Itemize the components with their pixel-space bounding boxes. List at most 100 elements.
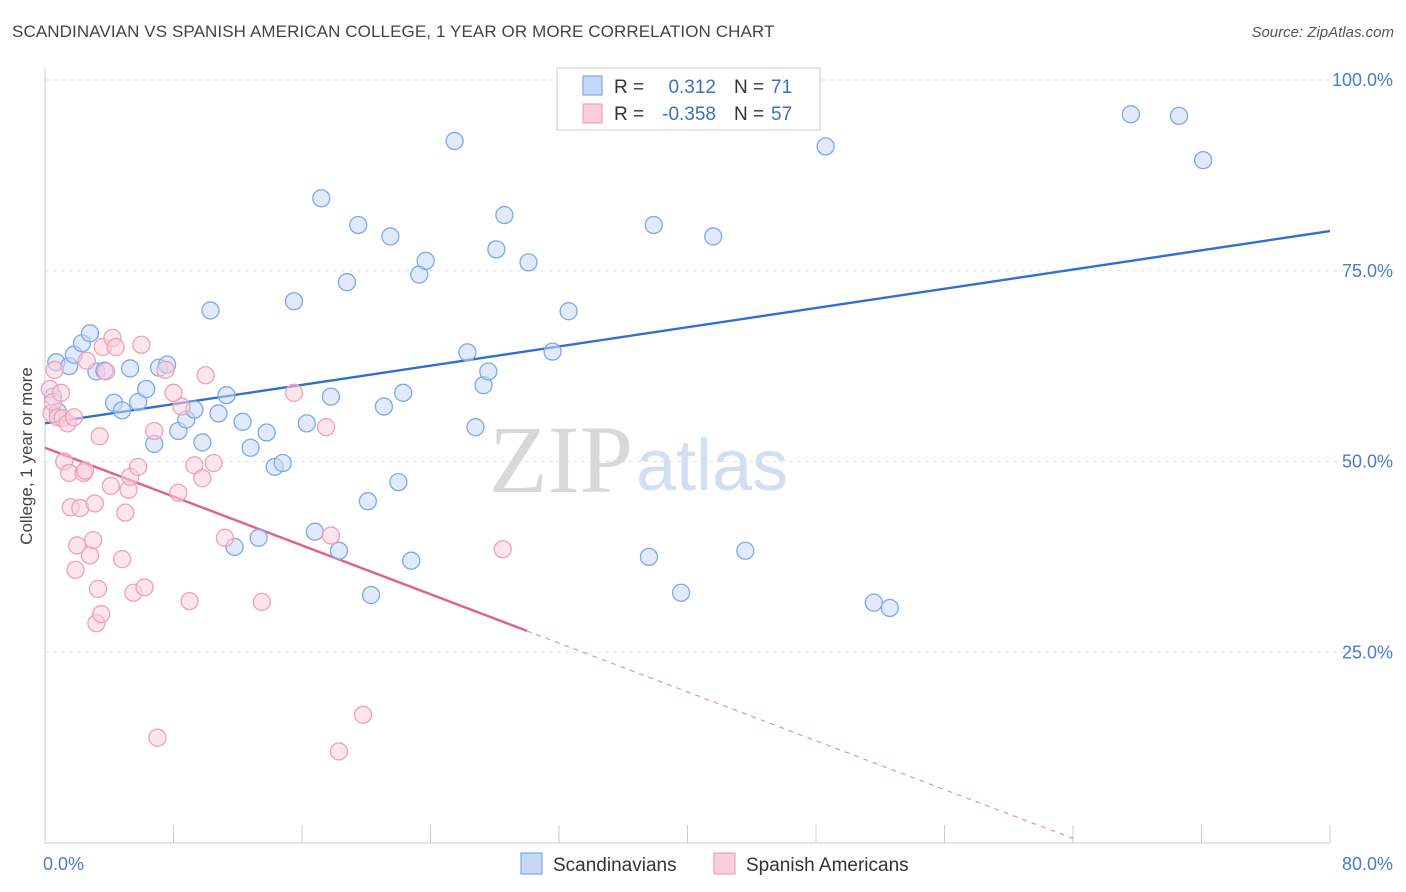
point-scandinavians-67 <box>880 598 900 618</box>
point-spanish-americans-11 <box>64 408 84 427</box>
point-spanish-americans-54 <box>353 705 373 724</box>
point-spanish-americans-52 <box>321 526 341 545</box>
point-scandinavians-23 <box>217 385 236 405</box>
point-spanish-americans-40 <box>156 360 175 380</box>
point-scandinavians-53 <box>487 240 506 259</box>
point-scandinavians-66 <box>864 593 883 612</box>
point-spanish-americans-47 <box>204 453 223 473</box>
point-spanish-americans-41 <box>169 483 188 502</box>
point-scandinavians-60 <box>644 215 663 235</box>
point-scandinavians-65 <box>816 137 835 156</box>
y-axis-label: College, 1 year or more <box>17 367 36 545</box>
trend-line-spanish-americans <box>44 446 528 633</box>
point-scandinavians-61 <box>671 583 691 602</box>
legend-r-label-2: R = <box>614 104 644 125</box>
point-spanish-americans-31 <box>116 503 135 522</box>
point-scandinavians-52 <box>479 362 498 381</box>
point-scandinavians-69 <box>1169 106 1189 126</box>
point-spanish-americans-16 <box>76 461 95 480</box>
point-scandinavians-12 <box>129 392 148 412</box>
point-spanish-americans-22 <box>88 579 108 599</box>
point-scandinavians-48 <box>445 131 464 151</box>
legend: R = 0.312 N = 71 R = -0.358 N = 57 <box>556 67 821 131</box>
legend-n-value-1: 71 <box>771 77 792 98</box>
point-scandinavians-50 <box>466 418 485 437</box>
point-spanish-americans-46 <box>196 366 215 385</box>
trend-line-dashed-spanish-americans <box>526 630 1074 839</box>
point-spanish-americans-12 <box>66 560 85 579</box>
point-scandinavians-11 <box>120 359 140 378</box>
y-tick-label-3: 100.0% <box>1332 70 1393 90</box>
trend-line-scandinavians <box>44 229 1331 425</box>
point-scandinavians-38 <box>349 215 368 235</box>
point-spanish-americans-30 <box>112 550 132 569</box>
x-tick-label-max: 80.0% <box>1342 854 1393 874</box>
watermark-atlas: atlas <box>636 426 788 506</box>
watermark: ZIP atlas <box>489 406 788 513</box>
point-spanish-americans-38 <box>145 421 164 441</box>
point-scandinavians-59 <box>639 547 659 567</box>
point-scandinavians-10 <box>112 401 132 420</box>
point-scandinavians-26 <box>241 438 260 457</box>
point-scandinavians-44 <box>394 383 413 402</box>
bottom-legend-swatch-spanish-americans <box>713 852 736 875</box>
legend-swatch-spanish-americans <box>582 103 603 124</box>
point-scandinavians-41 <box>374 397 394 416</box>
point-spanish-americans-29 <box>106 337 125 357</box>
point-spanish-americans-5 <box>51 383 71 402</box>
point-scandinavians-35 <box>321 387 341 406</box>
point-scandinavians-54 <box>495 205 514 225</box>
point-scandinavians-70 <box>1193 150 1213 170</box>
point-scandinavians-28 <box>257 423 276 442</box>
legend-n-value-2: 57 <box>771 104 792 125</box>
legend-r-label-1: R = <box>614 77 644 98</box>
point-scandinavians-33 <box>305 522 325 541</box>
point-scandinavians-39 <box>358 492 378 511</box>
point-scandinavians-20 <box>193 433 212 452</box>
point-scandinavians-25 <box>233 412 252 431</box>
point-spanish-americans-24 <box>92 604 111 624</box>
legend-r-value-1: 0.312 <box>668 77 716 98</box>
trend-lines <box>44 229 1331 839</box>
point-scandinavians-32 <box>297 414 316 433</box>
point-scandinavians-34 <box>312 189 331 208</box>
y-tick-label-2: 75.0% <box>1342 261 1393 281</box>
point-scandinavians-22 <box>209 404 228 423</box>
point-scandinavians-42 <box>381 227 400 246</box>
point-scandinavians-40 <box>361 585 381 605</box>
point-spanish-americans-50 <box>284 383 304 402</box>
point-spanish-americans-42 <box>172 397 191 416</box>
point-scandinavians-30 <box>273 453 292 473</box>
point-spanish-americans-20 <box>85 494 104 513</box>
point-scandinavians-27 <box>249 528 268 547</box>
bottom-legend-label-spanish-americans: Spanish Americans <box>746 855 909 876</box>
point-scandinavians-56 <box>543 342 562 361</box>
point-scandinavians-62 <box>704 227 723 246</box>
point-scandinavians-45 <box>402 551 421 570</box>
point-spanish-americans-36 <box>132 335 151 354</box>
point-scandinavians-13 <box>137 379 156 399</box>
axes <box>44 68 1331 844</box>
legend-r-value-2: -0.358 <box>662 104 716 125</box>
point-scandinavians-47 <box>416 251 435 270</box>
point-scandinavians-49 <box>458 343 477 362</box>
point-scandinavians-63 <box>736 541 755 560</box>
point-spanish-americans-45 <box>193 469 212 488</box>
bottom-legend-label-scandinavians: Scandinavians <box>553 855 677 876</box>
y-tick-label-0: 25.0% <box>1342 642 1393 662</box>
bottom-legend: Scandinavians Spanish Americans <box>520 852 909 876</box>
point-scandinavians-6 <box>80 324 100 343</box>
point-spanish-americans-55 <box>493 540 512 559</box>
point-spanish-americans-3 <box>45 360 64 380</box>
point-spanish-americans-49 <box>252 592 271 612</box>
data-points <box>40 72 1213 761</box>
watermark-zip: ZIP <box>489 406 633 513</box>
legend-swatch-scandinavians <box>582 75 603 96</box>
point-spanish-americans-35 <box>129 457 148 476</box>
y-tick-labels: 25.0% 50.0% 75.0% 100.0% <box>1332 70 1393 662</box>
point-scandinavians-36 <box>329 541 349 560</box>
point-spanish-americans-13 <box>67 536 87 555</box>
point-scandinavians-68 <box>1121 105 1140 124</box>
gridlines <box>45 79 1365 653</box>
